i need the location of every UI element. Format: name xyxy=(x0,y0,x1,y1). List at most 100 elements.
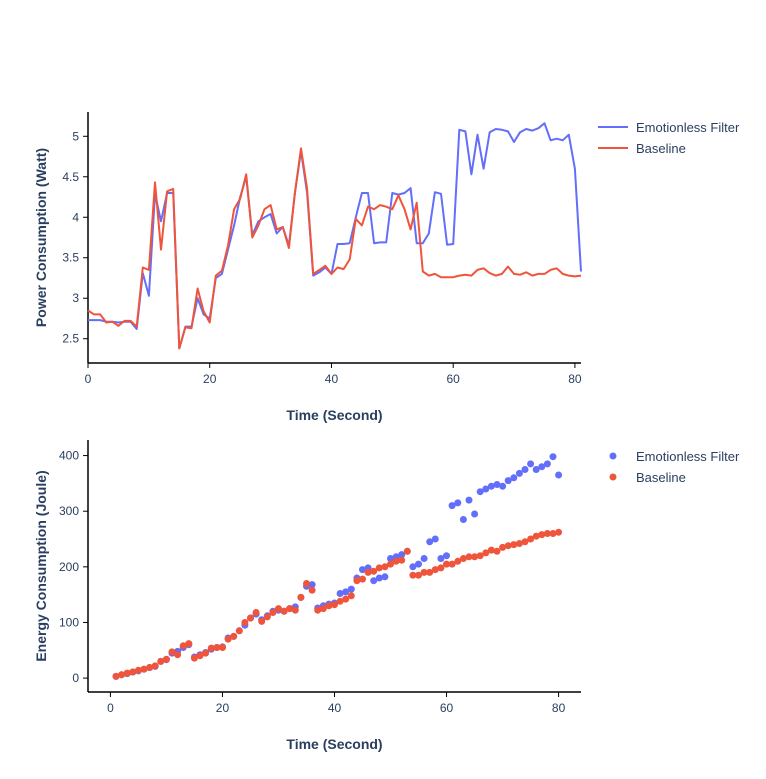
baseline-point xyxy=(241,619,249,626)
y-axis-title: Energy Consumption (Joule) xyxy=(33,470,49,661)
baseline-point xyxy=(168,648,176,656)
emotionless-filter-point xyxy=(527,460,535,468)
baseline-point xyxy=(420,568,428,576)
baseline-point xyxy=(347,592,355,600)
baseline-point xyxy=(235,627,243,635)
baseline-point xyxy=(359,575,366,583)
y-tick-label: 0 xyxy=(72,671,79,685)
baseline-point xyxy=(375,564,383,572)
emotionless-filter-point xyxy=(493,481,501,488)
emotionless-filter-point xyxy=(465,496,473,504)
x-tick-label: 40 xyxy=(328,701,342,715)
baseline-point xyxy=(190,654,198,662)
emotionless-filter-point xyxy=(375,574,383,582)
legend-label: Emotionless Filter xyxy=(636,449,740,464)
emotionless-filter-point xyxy=(336,590,344,597)
emotionless-filter-point xyxy=(543,460,551,468)
baseline-point xyxy=(179,642,187,650)
x-tick-label: 80 xyxy=(552,701,566,715)
y-tick-label: 2.5 xyxy=(62,332,79,346)
baseline-point xyxy=(280,607,288,615)
x-axis-title: Time (Second) xyxy=(286,407,382,423)
emotionless-filter-point xyxy=(515,469,523,477)
baseline-point xyxy=(123,669,131,677)
x-tick-label: 40 xyxy=(325,372,339,386)
energy-consumption-chart: 0 20 40 60 80 0 100 200 300 400 Time (Second) Energ… xyxy=(33,440,740,752)
baseline-point xyxy=(336,597,344,605)
baseline-point xyxy=(487,546,495,554)
baseline-point xyxy=(263,613,271,621)
emotionless-filter-point xyxy=(443,552,450,560)
baseline-point xyxy=(493,547,501,555)
emotionless-filter-point xyxy=(532,466,540,473)
baseline-point xyxy=(353,577,361,585)
baseline-point xyxy=(342,595,350,603)
baseline-point xyxy=(308,586,316,594)
baseline-point xyxy=(140,665,148,673)
emotionless-filter-point xyxy=(555,471,563,479)
baseline-point xyxy=(174,651,182,659)
baseline-point xyxy=(331,601,338,609)
emotionless-filter-point xyxy=(431,535,439,543)
y-axis-title: Power Consumption (Watt) xyxy=(33,148,49,327)
baseline-point xyxy=(538,531,546,539)
y-tick-label: 400 xyxy=(59,449,79,463)
emotionless-filter-point xyxy=(308,581,316,589)
baseline-point xyxy=(224,635,232,643)
emotionless-filter-point xyxy=(426,538,434,546)
emotionless-filter-line xyxy=(88,122,582,350)
x-tick-label: 20 xyxy=(216,701,230,715)
emotionless-filter-point xyxy=(510,474,518,482)
baseline-point xyxy=(275,605,282,613)
baseline-point xyxy=(252,609,260,616)
baseline-point xyxy=(297,593,305,601)
legend-swatch-marker xyxy=(609,473,617,481)
emotionless-filter-point xyxy=(549,453,557,461)
x-tick-label: 0 xyxy=(107,701,114,715)
baseline-point xyxy=(471,553,479,561)
emotionless-filter-point xyxy=(521,466,529,473)
baseline-point xyxy=(370,567,378,575)
emotionless-filter-point xyxy=(381,573,389,581)
baseline-point xyxy=(409,571,417,579)
baseline-point xyxy=(325,602,333,610)
baseline-point xyxy=(521,538,529,546)
baseline-point xyxy=(426,568,434,576)
emotionless-filter-point xyxy=(415,560,422,568)
y-tick-label: 3 xyxy=(72,291,79,305)
baseline-point xyxy=(454,557,462,565)
y-tick-label: 100 xyxy=(59,615,79,629)
x-tick-label: 80 xyxy=(568,372,582,386)
baseline-point xyxy=(213,644,221,651)
baseline-point xyxy=(286,605,294,613)
emotionless-filter-point xyxy=(476,488,484,496)
baseline-point xyxy=(196,652,204,660)
power-consumption-chart: 0 20 40 60 80 2.5 3 3.5 4 4.5 5 Time (Second) Power … xyxy=(33,112,740,423)
baseline-point xyxy=(157,657,165,665)
baseline-point xyxy=(476,552,484,560)
emotionless-filter-point xyxy=(409,563,417,571)
baseline-point xyxy=(443,560,450,568)
baseline-line xyxy=(87,147,582,350)
emotionless-filter-point xyxy=(342,588,350,596)
y-tick-label: 3.5 xyxy=(62,251,79,265)
baseline-point xyxy=(510,541,518,549)
y-tick-label: 5 xyxy=(72,129,79,143)
y-tick-label: 4 xyxy=(72,210,79,224)
baseline-point xyxy=(258,617,266,625)
emotionless-filter-point xyxy=(487,482,495,490)
baseline-point xyxy=(398,556,406,564)
baseline-point xyxy=(392,557,400,565)
emotionless-filter-point xyxy=(437,555,445,562)
emotionless-filter-point xyxy=(347,585,355,593)
emotionless-filter-point xyxy=(471,510,479,518)
baseline-point xyxy=(146,664,154,671)
baseline-point xyxy=(515,540,523,547)
baseline-point xyxy=(134,666,142,674)
baseline-point xyxy=(314,606,322,614)
x-tick-label: 0 xyxy=(85,372,92,386)
emotionless-filter-point xyxy=(504,477,512,485)
baseline-point xyxy=(118,671,126,679)
emotionless-filter-point xyxy=(448,502,456,510)
